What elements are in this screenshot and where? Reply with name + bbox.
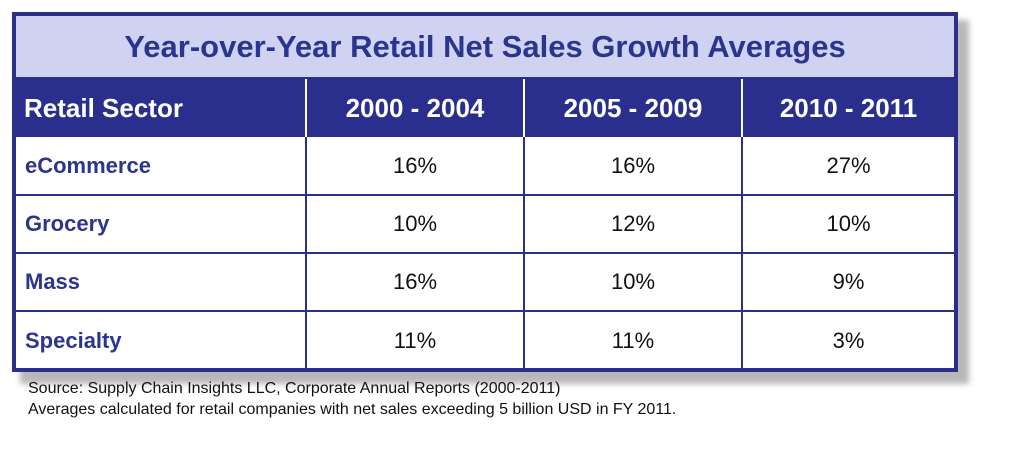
sector-label: Mass — [16, 252, 307, 311]
averages-note: Averages calculated for retail companies… — [28, 401, 677, 418]
footnotes: Source: Supply Chain Insights LLC, Corpo… — [28, 378, 676, 420]
growth-value: 10% — [742, 194, 954, 253]
sector-label: eCommerce — [16, 137, 307, 195]
table-title: Year-over-Year Retail Net Sales Growth A… — [16, 16, 954, 79]
growth-table: Year-over-Year Retail Net Sales Growth A… — [12, 12, 958, 372]
table-row: Grocery 10% 12% 10% — [16, 194, 954, 253]
growth-value: 11% — [524, 310, 743, 369]
source-note: Source: Supply Chain Insights LLC, Corpo… — [28, 380, 561, 397]
growth-value: 16% — [306, 137, 525, 195]
growth-value: 11% — [306, 310, 525, 369]
growth-value: 10% — [306, 194, 525, 253]
sector-label: Grocery — [16, 194, 307, 253]
column-header-2010-2011: 2010 - 2011 — [742, 78, 954, 137]
header-row: Retail Sector 2000 - 2004 2005 - 2009 20… — [16, 78, 954, 137]
table-row: eCommerce 16% 16% 27% — [16, 137, 954, 195]
growth-value: 9% — [742, 252, 954, 311]
growth-table-grid: Year-over-Year Retail Net Sales Growth A… — [16, 16, 954, 369]
table-row: Mass 16% 10% 9% — [16, 252, 954, 311]
growth-value: 3% — [742, 310, 954, 369]
column-header-2000-2004: 2000 - 2004 — [306, 78, 525, 137]
column-header-2005-2009: 2005 - 2009 — [524, 78, 743, 137]
growth-value: 16% — [524, 137, 743, 195]
growth-value: 12% — [524, 194, 743, 253]
growth-value: 10% — [524, 252, 743, 311]
sector-label: Specialty — [16, 310, 307, 369]
growth-value: 16% — [306, 252, 525, 311]
column-header-retail-sector: Retail Sector — [16, 78, 307, 137]
growth-value: 27% — [826, 152, 871, 178]
table-row: Specialty 11% 11% 3% — [16, 310, 954, 369]
